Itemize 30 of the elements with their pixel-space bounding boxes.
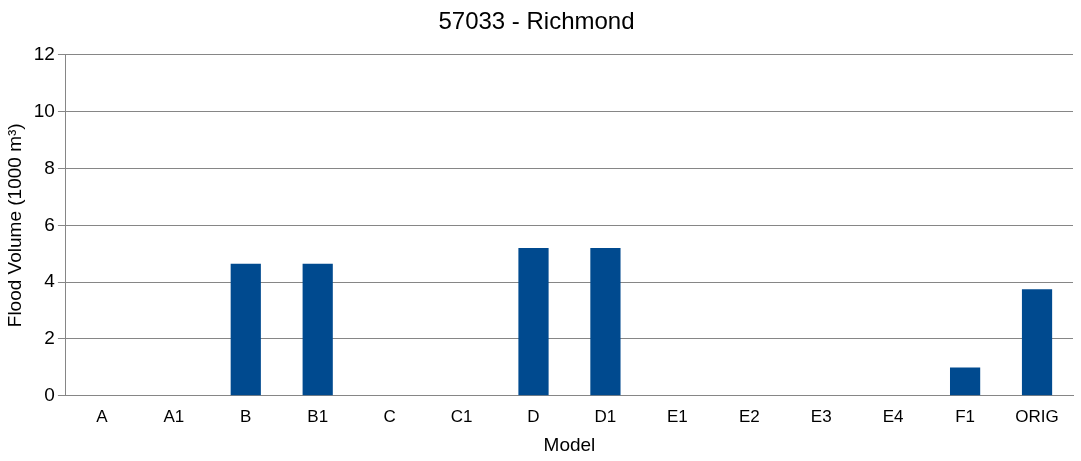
x-tick-label: ORIG — [1015, 406, 1059, 426]
x-tick-label: B1 — [307, 406, 329, 426]
x-tick-label: C1 — [450, 406, 473, 426]
x-tick-label: E3 — [810, 406, 832, 426]
bar — [518, 248, 549, 396]
x-tick-label: E2 — [738, 406, 760, 426]
y-tick-label: 2 — [44, 327, 55, 349]
x-tick-label: A — [96, 406, 109, 426]
y-tick-label: 8 — [44, 156, 55, 178]
bar — [590, 248, 621, 396]
x-tick-label: F1 — [955, 406, 976, 426]
y-tick-label: 12 — [33, 43, 55, 65]
x-axis-title: Model — [543, 433, 596, 455]
y-tick-label: 6 — [44, 213, 55, 235]
x-tick-label: E4 — [882, 406, 904, 426]
y-tick-label: 10 — [33, 99, 55, 121]
x-tick-label: E1 — [666, 406, 688, 426]
bar — [302, 263, 333, 396]
y-tick-label: 0 — [44, 384, 55, 406]
chart-title: 57033 - Richmond — [438, 7, 635, 35]
x-tick-label: A1 — [163, 406, 185, 426]
x-tick-label: C — [383, 406, 396, 426]
x-tick-label: D — [527, 406, 540, 426]
bar — [1021, 289, 1053, 396]
x-tick-label: D1 — [594, 406, 617, 426]
bar — [949, 367, 981, 396]
y-tick-label: 4 — [44, 270, 56, 292]
x-tick-label: B — [240, 406, 252, 426]
y-axis-title: Flood Volume (1000 m³) — [3, 123, 25, 328]
bar — [230, 263, 261, 396]
